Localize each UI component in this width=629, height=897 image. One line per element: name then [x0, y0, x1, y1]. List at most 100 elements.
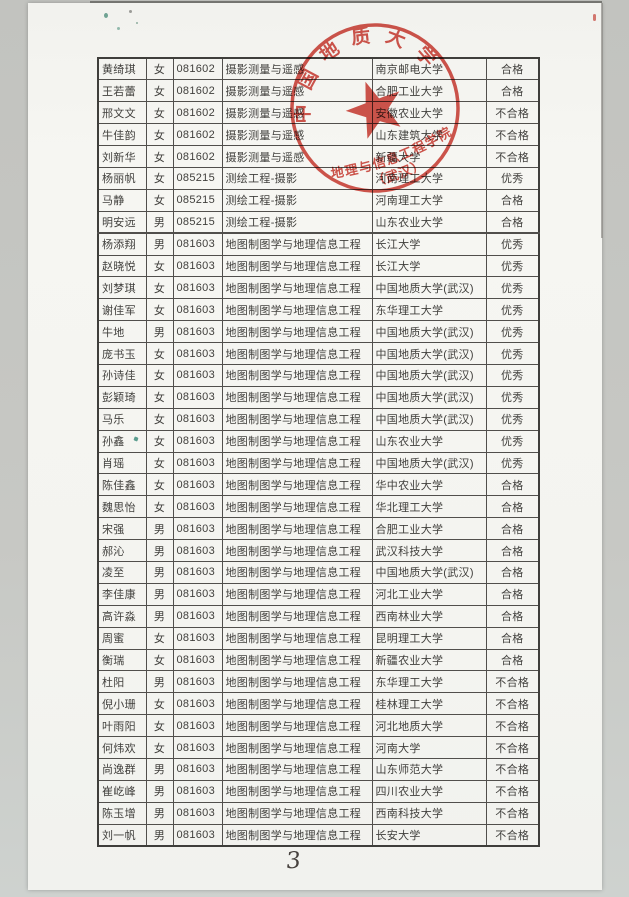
cell-university: 河北地质大学	[371, 714, 487, 738]
cell-gender: 男	[145, 517, 174, 541]
cell-result: 优秀	[485, 298, 540, 322]
cell-major-name: 摄影测量与遥感	[221, 145, 373, 168]
cell-major-code: 085215	[172, 210, 223, 235]
cell-major-code: 081603	[172, 604, 223, 628]
cell-university: 东华理工大学	[371, 298, 487, 322]
table-row: 牛佳韵 女 081602 摄影测量与遥感 山东建筑大学 不合格	[97, 123, 540, 147]
cell-university: 合肥工业大学	[371, 517, 487, 541]
cell-student-name: 何炜欢	[97, 736, 147, 759]
cell-university: 中国地质大学(武汉)	[371, 363, 487, 387]
cell-student-name: 高许淼	[97, 604, 147, 628]
cell-major-code: 081603	[172, 342, 223, 365]
table-row: 王若蕾 女 081602 摄影测量与遥感 合肥工业大学 合格	[97, 79, 540, 103]
cell-major-code: 081602	[172, 123, 223, 147]
ink-speck	[117, 27, 120, 30]
table-row: 马静 女 085215 测绘工程-摄影 河南理工大学 合格	[97, 188, 540, 212]
cell-result: 优秀	[485, 276, 540, 300]
cell-major-name: 地图制图学与地理信息工程	[221, 517, 373, 541]
cell-major-code: 081603	[172, 714, 223, 738]
cell-result: 合格	[485, 560, 540, 584]
cell-result: 优秀	[485, 342, 540, 365]
cell-university: 桂林理工大学	[371, 692, 487, 716]
cell-result: 不合格	[485, 801, 540, 825]
cell-major-code: 081603	[172, 473, 223, 497]
table-row: 叶雨阳 女 081603 地图制图学与地理信息工程 河北地质大学 不合格	[97, 714, 540, 738]
cell-result: 优秀	[485, 232, 540, 256]
cell-major-code: 081603	[172, 692, 223, 716]
cell-major-name: 地图制图学与地理信息工程	[221, 604, 373, 628]
cell-university: 昆明理工大学	[371, 626, 487, 650]
cell-university: 西南科技大学	[371, 801, 487, 825]
cell-major-code: 085215	[172, 166, 223, 190]
cell-university: 四川农业大学	[371, 779, 487, 803]
cell-gender: 女	[145, 188, 174, 212]
cell-major-name: 地图制图学与地理信息工程	[221, 254, 373, 278]
table-row: 牛地 男 081603 地图制图学与地理信息工程 中国地质大学(武汉) 优秀	[97, 320, 540, 344]
cell-university: 东华理工大学	[371, 670, 487, 694]
cell-major-name: 地图制图学与地理信息工程	[221, 429, 373, 453]
cell-major-name: 地图制图学与地理信息工程	[221, 495, 373, 519]
cell-gender: 女	[145, 57, 174, 81]
cell-university: 中国地质大学(武汉)	[371, 320, 487, 344]
cell-gender: 女	[145, 276, 174, 300]
table-row: 肖瑶 女 081603 地图制图学与地理信息工程 中国地质大学(武汉) 优秀	[97, 451, 540, 475]
scanned-page: 黄绮琪 女 081602 摄影测量与遥感 南京邮电大学 合格 王若蕾 女 081…	[28, 0, 603, 890]
ink-speck	[593, 14, 596, 21]
table-row: 倪小珊 女 081603 地图制图学与地理信息工程 桂林理工大学 不合格	[97, 692, 540, 716]
cell-major-code: 081603	[172, 320, 223, 344]
cell-result: 合格	[485, 57, 540, 81]
cell-major-code: 081603	[172, 385, 223, 409]
page-number: 3	[284, 847, 302, 875]
cell-student-name: 郝沁	[97, 539, 147, 562]
cell-gender: 女	[145, 451, 174, 475]
cell-student-name: 彭颖琦	[97, 385, 147, 409]
cell-major-name: 地图制图学与地理信息工程	[221, 342, 373, 365]
cell-university: 河南理工大学	[371, 188, 487, 212]
cell-major-name: 地图制图学与地理信息工程	[221, 407, 373, 431]
cell-student-name: 刘梦琪	[97, 276, 147, 300]
cell-gender: 男	[145, 210, 174, 235]
cell-gender: 男	[145, 758, 174, 781]
cell-university: 中国地质大学(武汉)	[371, 385, 487, 409]
cell-university: 中国地质大学(武汉)	[371, 276, 487, 300]
cell-university: 河南大学	[371, 736, 487, 759]
table-row: 杨添翔 男 081603 地图制图学与地理信息工程 长江大学 优秀	[97, 232, 540, 256]
cell-student-name: 衡瑞	[97, 648, 147, 672]
cell-major-name: 地图制图学与地理信息工程	[221, 758, 373, 781]
cell-major-code: 081603	[172, 758, 223, 781]
table-row: 郝沁 男 081603 地图制图学与地理信息工程 武汉科技大学 合格	[97, 539, 540, 562]
cell-result: 优秀	[485, 363, 540, 387]
cell-major-code: 081603	[172, 363, 223, 387]
cell-result: 优秀	[485, 254, 540, 278]
cell-student-name: 邢文文	[97, 101, 147, 125]
table-row: 崔屹峰 男 081603 地图制图学与地理信息工程 四川农业大学 不合格	[97, 779, 540, 803]
cell-gender: 女	[145, 429, 174, 453]
cell-result: 不合格	[485, 714, 540, 738]
cell-major-name: 地图制图学与地理信息工程	[221, 626, 373, 650]
cell-gender: 女	[145, 79, 174, 103]
cell-result: 合格	[485, 517, 540, 541]
cell-university: 中国地质大学(武汉)	[371, 407, 487, 431]
cell-student-name: 宋强	[97, 517, 147, 541]
cell-gender: 男	[145, 539, 174, 562]
cell-gender: 女	[145, 145, 174, 168]
cell-major-name: 地图制图学与地理信息工程	[221, 779, 373, 803]
cell-result: 合格	[485, 626, 540, 650]
cell-major-code: 081603	[172, 407, 223, 431]
cell-student-name: 明安远	[97, 210, 147, 235]
cell-major-code: 081602	[172, 57, 223, 81]
cell-university: 长江大学	[371, 232, 487, 256]
table-row: 魏思怡 女 081603 地图制图学与地理信息工程 华北理工大学 合格	[97, 495, 540, 519]
cell-major-name: 地图制图学与地理信息工程	[221, 801, 373, 825]
cell-major-code: 081603	[172, 451, 223, 475]
cell-gender: 男	[145, 823, 174, 847]
cell-major-name: 地图制图学与地理信息工程	[221, 539, 373, 562]
results-table-body: 黄绮琪 女 081602 摄影测量与遥感 南京邮电大学 合格 王若蕾 女 081…	[97, 57, 540, 847]
table-row: 凌至 男 081603 地图制图学与地理信息工程 中国地质大学(武汉) 合格	[97, 560, 540, 584]
cell-result: 合格	[485, 79, 540, 103]
cell-major-code: 081603	[172, 670, 223, 694]
cell-student-name: 杜阳	[97, 670, 147, 694]
cell-university: 河南理工大学	[371, 166, 487, 190]
cell-student-name: 凌至	[97, 560, 147, 584]
table-row: 杜阳 男 081603 地图制图学与地理信息工程 东华理工大学 不合格	[97, 670, 540, 694]
